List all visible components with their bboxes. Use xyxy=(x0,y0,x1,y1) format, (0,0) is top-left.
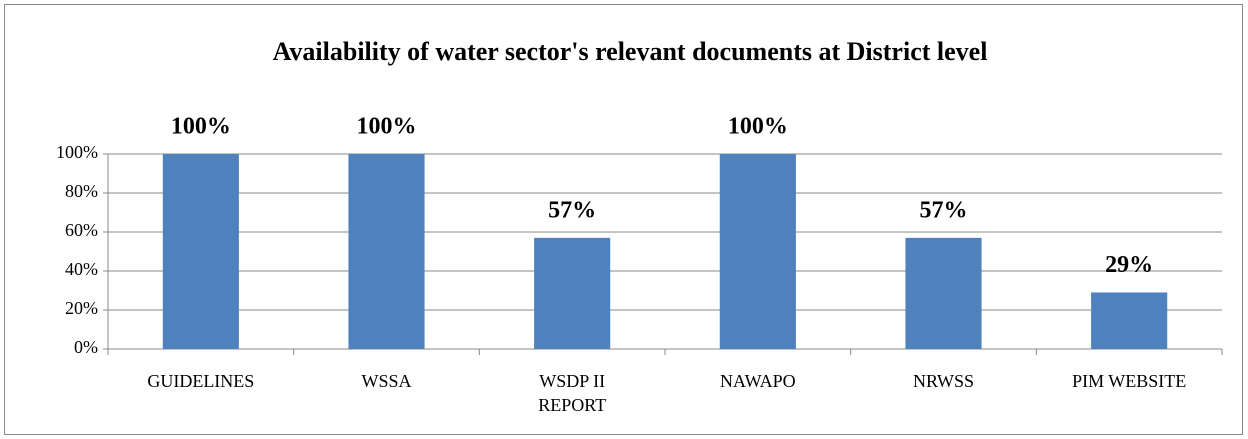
y-tick-label: 80% xyxy=(65,181,98,201)
x-tick-label: GUIDELINES xyxy=(147,371,255,391)
data-label: 29% xyxy=(1105,252,1153,278)
x-tick-label: WSDP II REPORT xyxy=(538,371,607,415)
x-tick-label: PIM WEBSITE xyxy=(1072,371,1187,391)
y-tick-label: 100% xyxy=(56,142,98,162)
x-tick-label: WSSA xyxy=(361,371,412,391)
data-label: 100% xyxy=(728,114,788,140)
data-label: 57% xyxy=(548,197,596,223)
bar xyxy=(905,237,982,349)
x-tick-label: NAWAPO xyxy=(720,371,796,391)
bar xyxy=(1091,292,1168,349)
bar xyxy=(162,154,239,349)
y-tick-label: 40% xyxy=(65,259,98,279)
y-tick-label: 0% xyxy=(74,337,98,357)
y-tick-label: 20% xyxy=(65,298,98,318)
data-label: 100% xyxy=(357,114,417,140)
data-label: 57% xyxy=(920,197,968,223)
y-tick-label: 60% xyxy=(65,220,98,240)
x-tick-label: NRWSS xyxy=(912,371,975,391)
bar xyxy=(348,154,425,349)
data-label: 100% xyxy=(171,114,231,140)
chart-title: Availability of water sector's relevant … xyxy=(273,37,988,66)
bar xyxy=(534,237,611,349)
bar xyxy=(719,154,796,349)
